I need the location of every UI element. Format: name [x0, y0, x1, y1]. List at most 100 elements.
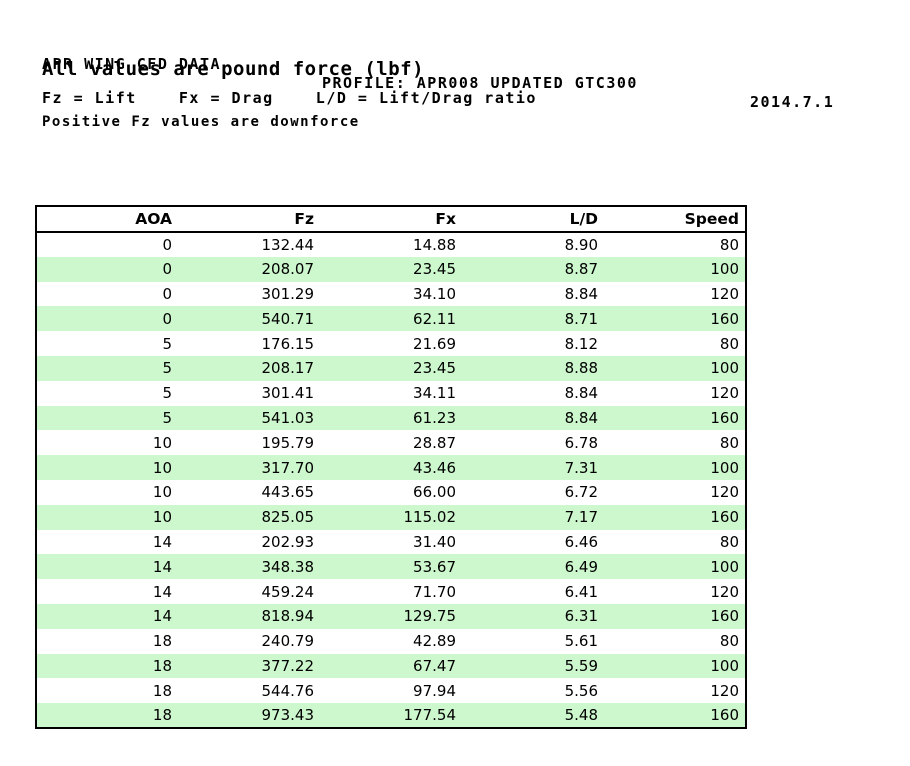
table-cell: 80 — [719, 632, 739, 651]
table-cell: 34.11 — [413, 384, 456, 403]
table-cell: 14 — [152, 557, 172, 576]
table-body: 0 132.44 14.88 8.90 80 0 208.07 23.45 8.87 100 0 30… — [36, 232, 746, 728]
units-subtitle: All values are pound force (lbf) — [42, 58, 425, 80]
table-cell: 80 — [719, 433, 739, 452]
table-cell: 377.22 — [261, 656, 315, 675]
table-cell: 5 — [162, 359, 172, 378]
table-cell: 42.89 — [413, 632, 456, 651]
table-cell: 80 — [719, 532, 739, 551]
table-row: 18 544.76 97.94 5.56 120 — [36, 678, 746, 704]
table-cell: 14 — [152, 607, 172, 626]
table-row: 10 317.70 43.46 7.31 100 — [36, 455, 746, 480]
table-cell: 160 — [710, 607, 739, 626]
table-cell: 80 — [719, 334, 739, 353]
table-cell: 5 — [162, 384, 172, 403]
legend-line: Fz = Lift Fx = Drag L/D = Lift/Drag rati… — [42, 89, 537, 107]
table-row: 14 202.93 31.40 6.46 80 — [36, 529, 746, 555]
table-cell: 825.05 — [261, 508, 315, 527]
table-cell: 8.84 — [564, 384, 598, 403]
table-cell: 100 — [710, 359, 739, 378]
table-cell: 120 — [710, 681, 739, 700]
table-cell: 115.02 — [403, 508, 457, 527]
table-cell: 0 — [162, 260, 172, 279]
table-cell: 177.54 — [403, 706, 457, 725]
table-cell: 348.38 — [261, 557, 315, 576]
table-cell: 8.12 — [564, 334, 598, 353]
profile-label: PROFILE: APR008 UPDATED GTC300 — [322, 74, 638, 92]
table-cell: 6.41 — [564, 582, 598, 601]
table-cell: 97.94 — [413, 681, 456, 700]
table-cell: 18 — [152, 632, 172, 651]
table-cell: 10 — [152, 483, 172, 502]
table-cell: 5.61 — [564, 632, 598, 651]
table-row: 10 825.05 115.02 7.17 160 — [36, 504, 746, 530]
table-row: 18 973.43 177.54 5.48 160 — [36, 703, 746, 728]
table-cell: 100 — [710, 656, 739, 675]
table-row: 0 208.07 23.45 8.87 100 — [36, 256, 746, 282]
table-cell: 544.76 — [261, 681, 315, 700]
table-row: 0 540.71 62.11 8.71 160 — [36, 306, 746, 332]
table-cell: 5.59 — [564, 656, 598, 675]
table-cell: 160 — [710, 309, 739, 328]
table-cell: 31.40 — [413, 532, 456, 551]
table-cell: 6.46 — [564, 532, 598, 551]
table-cell: 443.65 — [261, 483, 315, 502]
table-row: 18 377.22 67.47 5.59 100 — [36, 653, 746, 679]
date-label: 2014.7.1 — [750, 93, 835, 111]
table-cell: 0 — [162, 235, 172, 254]
table-row: 14 459.24 71.70 6.41 120 — [36, 579, 746, 604]
table-row: 0 301.29 34.10 8.84 120 — [36, 281, 746, 307]
table-cell: 18 — [152, 656, 172, 675]
table-cell: 8.84 — [564, 408, 598, 427]
table-cell: 301.41 — [261, 384, 315, 403]
header-line: APR WING CFD DATA PROFILE: APR008 UPDATE… — [0, 36, 910, 111]
table-cell: 80 — [719, 235, 739, 254]
table-row: 5 301.41 34.11 8.84 120 — [36, 380, 746, 406]
table-row: 5 208.17 23.45 8.88 100 — [36, 355, 746, 381]
table-cell: 7.31 — [564, 458, 598, 477]
column-header-speed: Speed — [604, 206, 746, 232]
table-cell: 5.56 — [564, 681, 598, 700]
table-cell: 10 — [152, 508, 172, 527]
table-cell: 21.69 — [413, 334, 456, 353]
table-cell: 240.79 — [261, 632, 315, 651]
table-cell: 62.11 — [413, 309, 456, 328]
table-cell: 208.17 — [261, 359, 315, 378]
table-cell: 301.29 — [261, 284, 315, 303]
table-row: 10 443.65 66.00 6.72 120 — [36, 479, 746, 505]
table-cell: 14 — [152, 582, 172, 601]
table-cell: 8.90 — [564, 235, 598, 254]
table-cell: 34.10 — [413, 284, 456, 303]
table-cell: 8.88 — [564, 359, 598, 378]
table-cell: 6.72 — [564, 483, 598, 502]
table-row: 5 176.15 21.69 8.12 80 — [36, 331, 746, 356]
cfd-data-table: AOA Fz Fx L/D Speed 0 132.44 14.88 8.90 80 0 208.0… — [35, 205, 747, 729]
column-header-l-d: L/D — [462, 206, 604, 232]
table-cell: 176.15 — [261, 334, 315, 353]
table-cell: 67.47 — [413, 656, 456, 675]
table-cell: 317.70 — [261, 458, 315, 477]
table-row: 0 132.44 14.88 8.90 80 — [36, 232, 746, 257]
table-cell: 541.03 — [261, 408, 315, 427]
table-cell: 8.71 — [564, 309, 598, 328]
table-cell: 0 — [162, 284, 172, 303]
table-cell: 6.31 — [564, 607, 598, 626]
table-cell: 120 — [710, 284, 739, 303]
table-cell: 459.24 — [261, 582, 315, 601]
column-header-fx: Fx — [320, 206, 462, 232]
table-cell: 23.45 — [413, 359, 456, 378]
table-row: 10 195.79 28.87 6.78 80 — [36, 430, 746, 456]
table-cell: 0 — [162, 309, 172, 328]
table-cell: 53.67 — [413, 557, 456, 576]
table-cell: 120 — [710, 483, 739, 502]
table-header-row: AOA Fz Fx L/D Speed — [36, 206, 746, 232]
table-cell: 10 — [152, 433, 172, 452]
table-cell: 7.17 — [564, 508, 598, 527]
table-cell: 202.93 — [261, 532, 315, 551]
table-cell: 160 — [710, 408, 739, 427]
table-cell: 208.07 — [261, 260, 315, 279]
table-cell: 8.84 — [564, 284, 598, 303]
table-cell: 160 — [710, 706, 739, 725]
table-cell: 100 — [710, 260, 739, 279]
table-cell: 10 — [152, 458, 172, 477]
